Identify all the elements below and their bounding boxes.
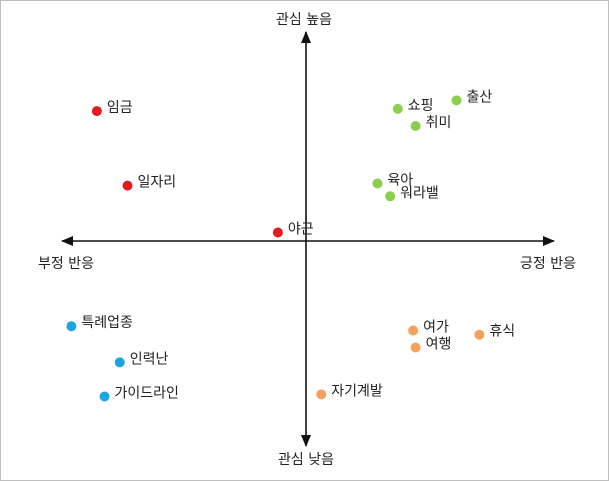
data-point-label: 출산 (467, 89, 493, 105)
data-point-label: 임금 (107, 100, 133, 116)
axis-label-top: 관심 높음 (276, 12, 332, 28)
data-point-marker (372, 178, 383, 189)
data-point-marker (316, 389, 327, 400)
data-point-marker (385, 191, 396, 202)
data-point-label: 쇼핑 (408, 98, 434, 114)
data-point-marker (474, 329, 485, 340)
data-point-label: 가이드라인 (115, 386, 179, 402)
data-point-label: 여행 (426, 337, 452, 353)
data-point-marker (66, 321, 77, 332)
data-point-label: 워라밸 (400, 185, 439, 201)
data-point-label: 자기계발 (331, 383, 383, 399)
data-point-label: 취미 (426, 115, 452, 131)
data-point-marker (91, 106, 102, 117)
data-point-marker (408, 325, 419, 336)
data-point-marker (122, 180, 133, 191)
data-point-marker (392, 103, 403, 114)
data-point-label: 일자리 (138, 175, 177, 191)
data-point-label: 육아 (387, 173, 413, 189)
axis-label-right: 긍정 반응 (520, 256, 576, 272)
data-point-marker (410, 342, 421, 353)
data-point-marker (272, 227, 283, 238)
data-point-marker (410, 121, 421, 131)
data-point-label: 여가 (423, 320, 449, 336)
axis-label-left: 부정 반응 (38, 256, 94, 272)
data-point-label: 특례업종 (81, 315, 133, 331)
data-point-marker (451, 95, 462, 106)
data-point-marker (114, 357, 125, 368)
data-point-marker (99, 391, 110, 402)
axis-label-bottom: 관심 낮음 (278, 452, 334, 468)
data-point-label: 야근 (288, 222, 314, 238)
data-point-label: 휴식 (489, 324, 515, 340)
data-point-label: 인력난 (130, 351, 169, 367)
